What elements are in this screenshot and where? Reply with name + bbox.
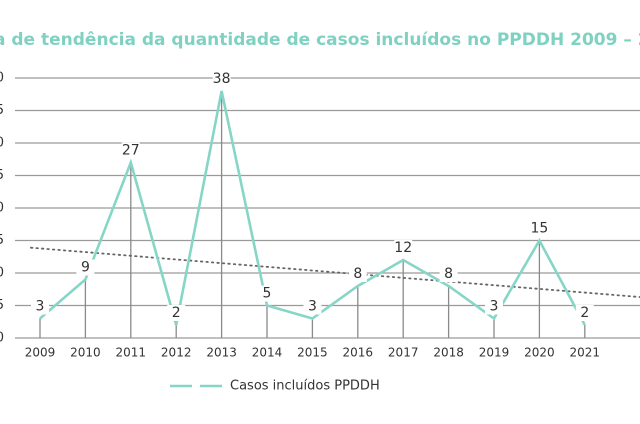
label-bg [575, 305, 594, 321]
data-label: 12 [394, 240, 412, 256]
chart-title: a de tendência da quantidade de casos in… [0, 30, 640, 50]
label-bg [348, 266, 367, 282]
y-tick-label: 0 [0, 331, 4, 346]
y-tick-label: 10 [0, 266, 4, 281]
data-label: 38 [213, 71, 231, 87]
y-tick-label: 20 [0, 201, 4, 216]
label-bg [258, 285, 276, 302]
label-bg [212, 71, 231, 87]
y-tick-label: 30 [0, 136, 4, 151]
label-bg [167, 305, 186, 321]
label-bg [303, 298, 322, 315]
x-tick-label: 2019 [479, 346, 510, 360]
data-label: 3 [308, 299, 317, 315]
x-tick-label: 2012 [161, 346, 192, 360]
x-tick-label: 2015 [297, 346, 328, 360]
x-tick-label: 2021 [570, 346, 601, 360]
label-bg [530, 220, 549, 237]
x-tick-label: 2011 [116, 346, 147, 360]
x-tick-label: 2018 [433, 346, 464, 360]
x-tick-label: 2020 [524, 346, 555, 360]
y-tick-label: 40 [0, 71, 4, 86]
x-tick-label: 2009 [25, 346, 56, 360]
data-label: 2 [172, 305, 181, 321]
legend-label: Casos incluídos PPDDH [230, 379, 380, 394]
data-label: 8 [353, 266, 362, 282]
x-tick-label: 2013 [206, 346, 237, 360]
label-bg [439, 266, 458, 282]
data-label: 5 [263, 286, 272, 302]
x-tick-label: 2017 [388, 346, 419, 360]
y-tick-label: 5 [0, 298, 4, 313]
data-label: 2 [580, 305, 589, 321]
x-tick-label: 2010 [70, 346, 101, 360]
x-tick-label: 2014 [252, 346, 283, 360]
label-bg [121, 142, 140, 159]
data-label: 3 [490, 299, 499, 315]
data-label: 8 [444, 266, 453, 282]
label-bg [394, 240, 413, 256]
y-tick-label: 15 [0, 233, 4, 248]
label-bg [76, 259, 95, 276]
data-label: 15 [530, 221, 548, 237]
y-tick-label: 35 [0, 103, 4, 118]
label-bg [485, 298, 503, 315]
label-bg [31, 298, 49, 315]
data-label: 3 [36, 299, 45, 315]
data-label: 9 [81, 260, 90, 276]
data-label: 27 [122, 143, 140, 159]
y-tick-label: 25 [0, 168, 4, 183]
x-tick-label: 2016 [343, 346, 374, 360]
series-line [39, 90, 586, 326]
